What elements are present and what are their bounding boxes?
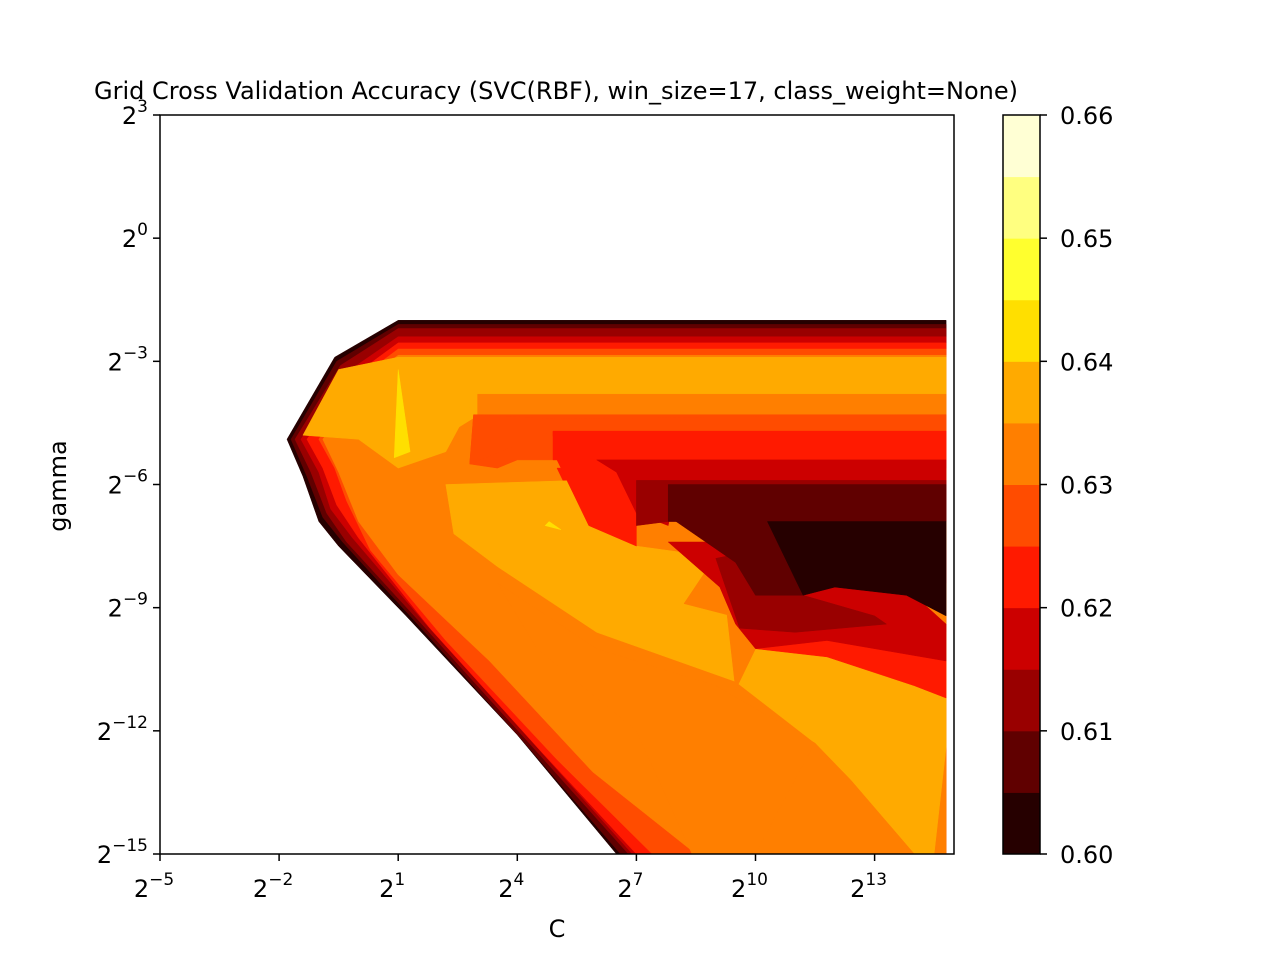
contour-region [437, 377, 947, 395]
colorbar-segment [1003, 484, 1040, 547]
contour-region [393, 369, 411, 459]
colorbar-segment [1003, 607, 1040, 670]
contour-region [767, 521, 947, 617]
x-tick-label: 2−5 [134, 870, 174, 903]
colorbar-tick-label: 0.60 [1060, 841, 1113, 869]
contour-region [497, 582, 816, 854]
colorbar-segment [1003, 730, 1040, 793]
colorbar-segment [1003, 546, 1040, 609]
x-tick-label: 2−2 [253, 870, 293, 903]
colorbar-segment [1003, 238, 1040, 301]
colorbar-segment [1003, 422, 1040, 485]
colorbar: 0.60 0.61 0.62 0.63 0.64 0.65 0.66 [1002, 102, 1113, 869]
contour-region [667, 484, 947, 522]
colorbar-segment [1003, 669, 1040, 732]
y-tick-label: 2−3 [108, 343, 148, 376]
chart-title: Grid Cross Validation Accuracy (SVC(RBF)… [94, 77, 1018, 105]
x-tick-label: 27 [617, 870, 643, 903]
colorbar-tick-label: 0.64 [1060, 348, 1113, 376]
colorbar-tick-label: 0.61 [1060, 718, 1113, 746]
y-axis-label: gamma [44, 440, 72, 531]
contour-region [477, 393, 947, 415]
contour-region [544, 521, 562, 530]
y-tick-label: 20 [122, 220, 148, 253]
colorbar-tick-label: 0.65 [1060, 225, 1113, 253]
contour-region [552, 430, 947, 461]
y-tick-label: 23 [122, 97, 148, 130]
axes: 2−5 2−2 21 24 27 210 213 23 20 2−3 2−6 2−9 2−12 2−15 [97, 97, 955, 903]
x-tick-label: 24 [498, 870, 524, 903]
x-axis-label: C [549, 915, 566, 943]
plot-area [286, 320, 947, 854]
y-tick-label: 2−6 [108, 467, 148, 500]
contour-region [675, 521, 804, 596]
colorbar-tick-label: 0.63 [1060, 472, 1113, 500]
colorbar-segment [1003, 176, 1040, 239]
colorbar-segment [1003, 115, 1040, 178]
contour-region [755, 742, 915, 854]
colorbar-segment [1003, 299, 1040, 362]
colorbar-tick-label: 0.62 [1060, 595, 1113, 623]
contour-region [302, 356, 947, 469]
colorbar-tick-label: 0.66 [1060, 102, 1113, 130]
y-tick-label: 2−15 [97, 836, 148, 869]
colorbar-segment [1003, 361, 1040, 424]
y-tick-label: 2−9 [108, 590, 148, 623]
colorbar-segment [1003, 792, 1040, 855]
x-tick-label: 21 [379, 870, 405, 903]
x-tick-label: 213 [850, 870, 887, 903]
y-tick-label: 2−12 [97, 713, 148, 746]
x-tick-label: 210 [731, 870, 768, 903]
